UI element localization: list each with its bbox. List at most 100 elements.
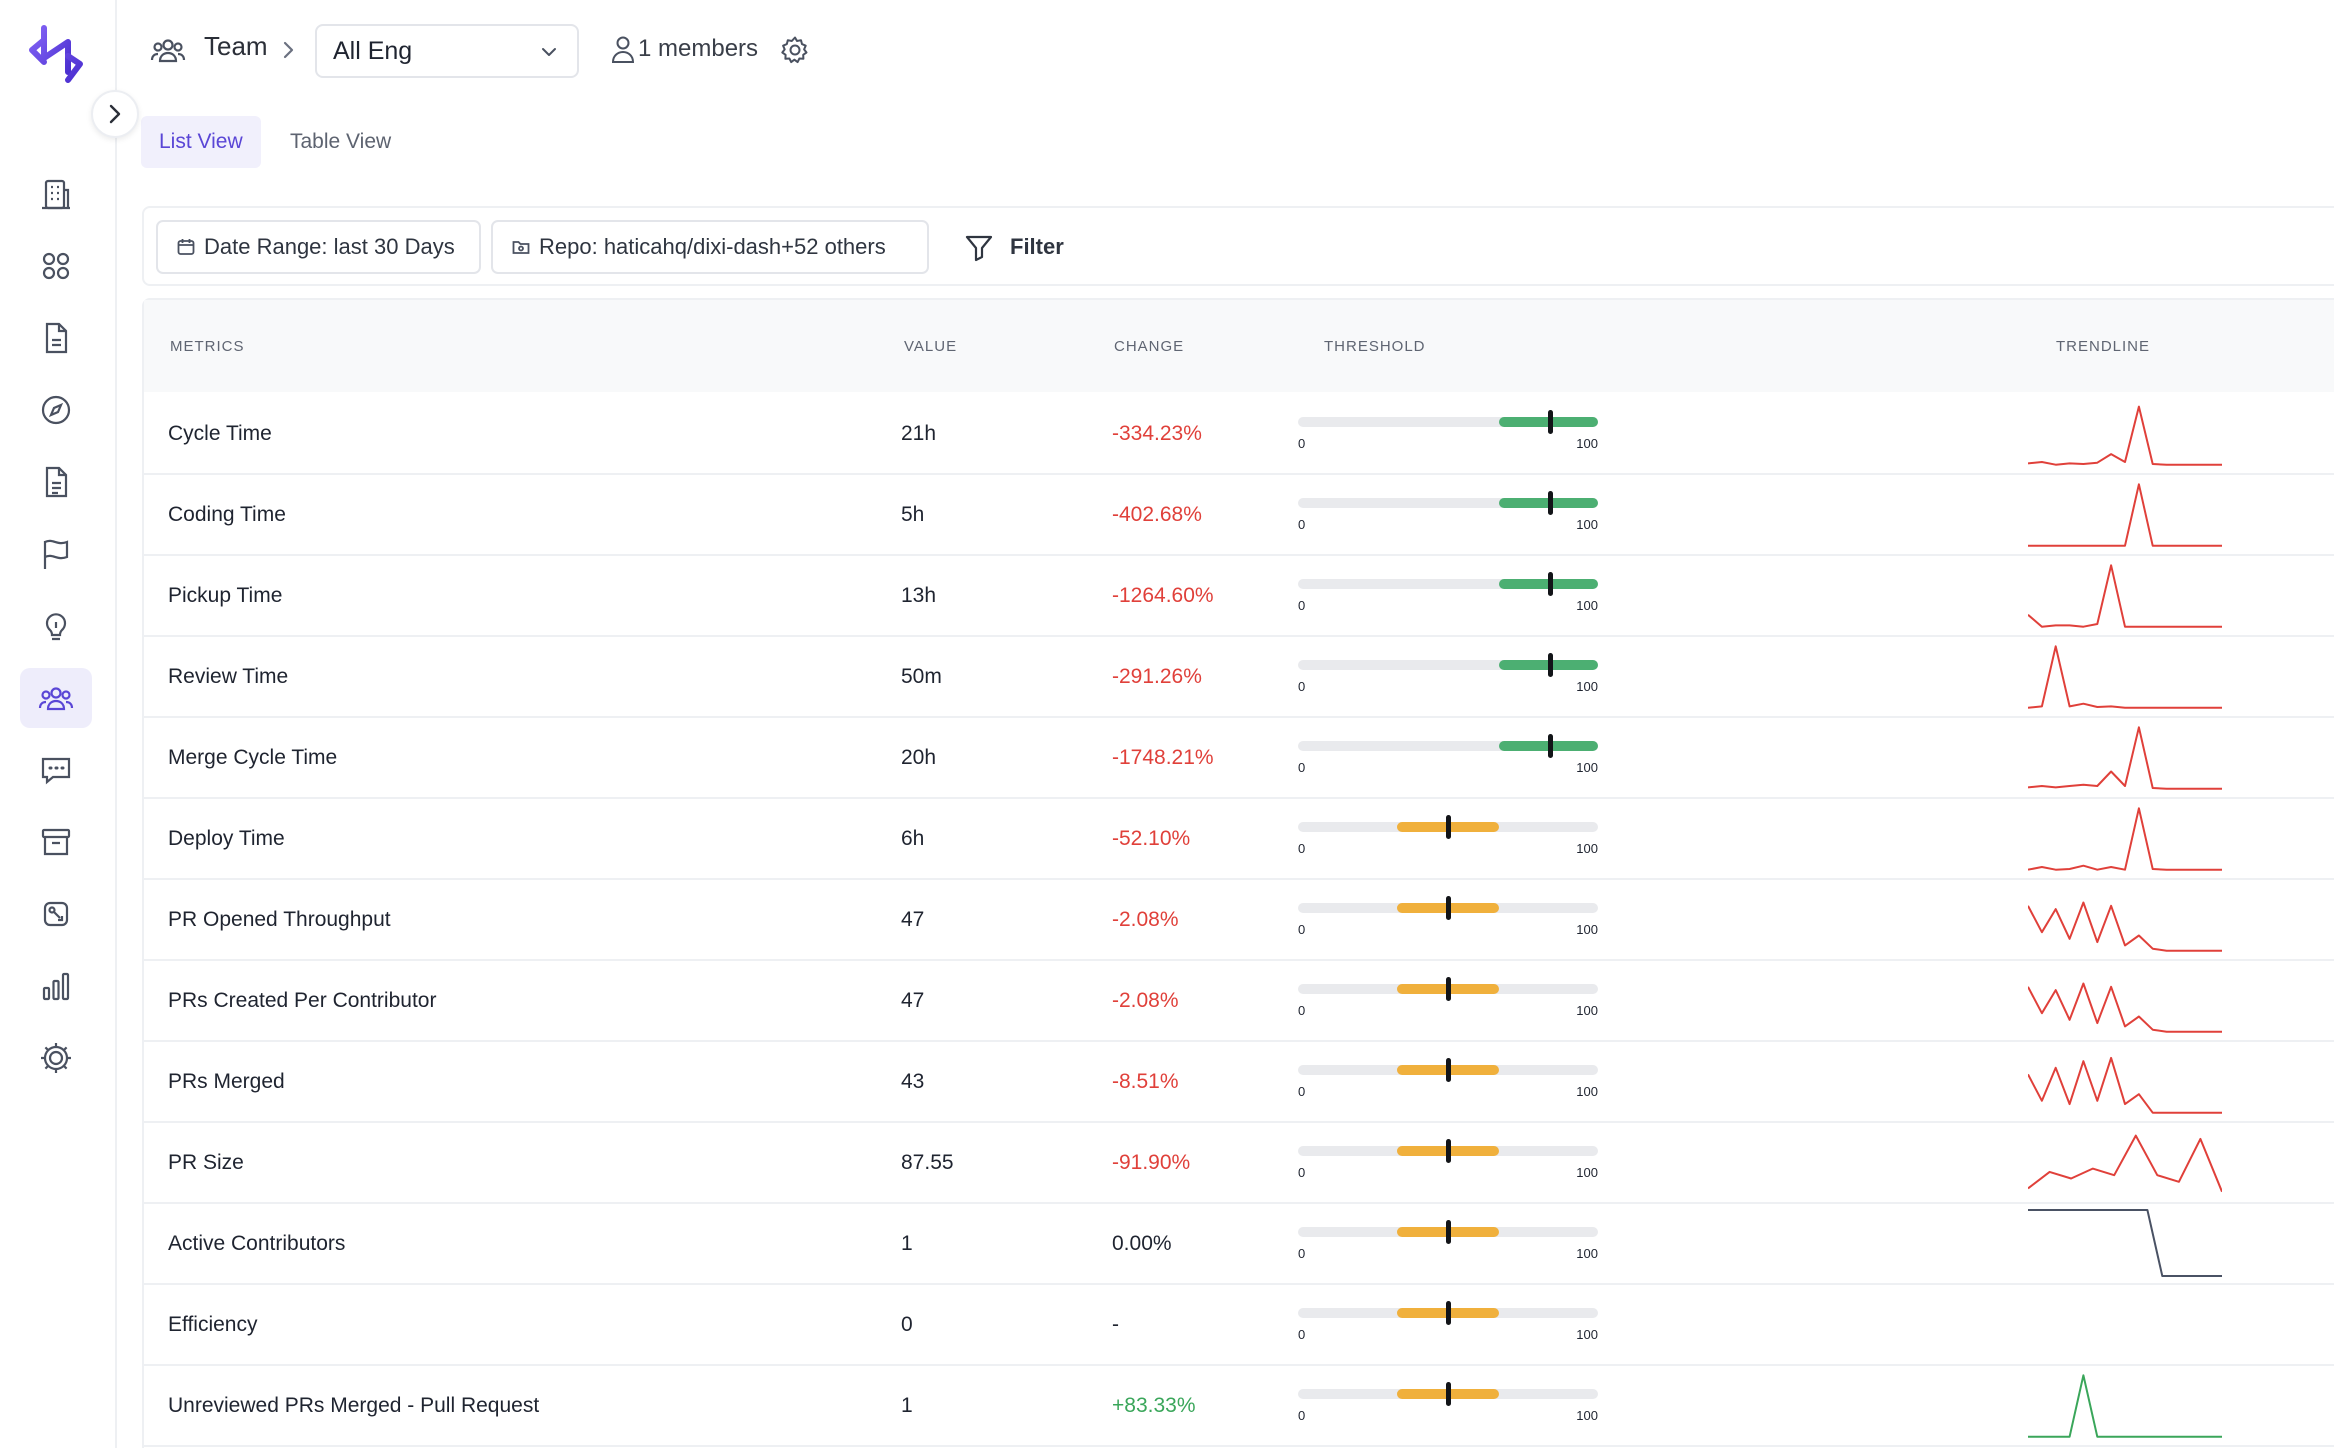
table-row[interactable]: Coding Time 5h -402.68% 0 100: [144, 475, 2334, 556]
threshold-marker[interactable]: [1547, 572, 1553, 596]
threshold-bar[interactable]: 0 100: [1298, 734, 1598, 775]
metric-value: 50m: [901, 665, 942, 688]
trendline-sparkline: [2028, 405, 2222, 466]
trendline-sparkline: [2028, 1134, 2222, 1193]
app-logo[interactable]: [26, 22, 86, 88]
nav-feedback[interactable]: [20, 740, 92, 800]
metric-value: 43: [901, 1070, 925, 1093]
threshold-max-label: 100: [1576, 1003, 1598, 1018]
trendline-sparkline: [2028, 807, 2222, 871]
threshold-marker[interactable]: [1547, 653, 1553, 677]
members-count[interactable]: 1 members: [610, 34, 758, 64]
nav-documents[interactable]: [20, 308, 92, 368]
table-row[interactable]: Cycle Time 21h -334.23% 0 100: [144, 394, 2334, 475]
team-settings-gear-icon[interactable]: [780, 35, 810, 65]
table-row[interactable]: PRs Created Per Contributor 47 -2.08% 0 100: [144, 961, 2334, 1042]
nav-dashboards[interactable]: [20, 236, 92, 296]
nav-settings[interactable]: [20, 1028, 92, 1088]
nav-reports[interactable]: [20, 164, 92, 224]
table-row[interactable]: Review Time 50m -291.26% 0 100: [144, 637, 2334, 718]
metric-name[interactable]: Unreviewed PRs Merged - Pull Request: [168, 1394, 540, 1417]
threshold-bar[interactable]: 0 100: [1298, 491, 1598, 532]
threshold-track: [1298, 579, 1598, 589]
table-row[interactable]: PRs Merged 43 -8.51% 0 100: [144, 1042, 2334, 1123]
nav-teams[interactable]: [20, 668, 92, 728]
metric-name[interactable]: Active Contributors: [168, 1232, 346, 1255]
table-row[interactable]: Merge Cycle Time 20h -1748.21% 0 100: [144, 718, 2334, 799]
table-row[interactable]: Deploy Time 6h -52.10% 0 100: [144, 799, 2334, 880]
threshold-bar[interactable]: 0 100: [1298, 1382, 1598, 1423]
threshold-min-label: 0: [1298, 1165, 1306, 1180]
breadcrumb-team[interactable]: Team: [204, 31, 268, 61]
threshold-marker[interactable]: [1445, 1301, 1451, 1325]
nav-integrations[interactable]: [20, 884, 92, 944]
nav-insights[interactable]: [20, 596, 92, 656]
table-row[interactable]: Pickup Time 13h -1264.60% 0 100: [144, 556, 2334, 637]
table-row[interactable]: Unreviewed PRs Merged - Pull Request 1 +83…: [144, 1366, 2334, 1447]
threshold-marker[interactable]: [1547, 410, 1553, 434]
metric-value: 47: [901, 989, 925, 1012]
metric-name[interactable]: Deploy Time: [168, 827, 285, 850]
threshold-bar[interactable]: 0 100: [1298, 1139, 1598, 1180]
metric-change: +83.33%: [1112, 1394, 1196, 1417]
table-row[interactable]: Efficiency 0 - 0 100: [144, 1285, 2334, 1366]
metric-name[interactable]: Review Time: [168, 665, 289, 688]
threshold-bar[interactable]: 0 100: [1298, 1220, 1598, 1261]
chevron-down-icon: [542, 48, 556, 56]
metric-name[interactable]: PR Opened Throughput: [168, 908, 391, 931]
plugin-icon: [43, 901, 69, 927]
threshold-marker[interactable]: [1547, 491, 1553, 515]
nav-archive[interactable]: [20, 812, 92, 872]
table-row[interactable]: PR Opened Throughput 47 -2.08% 0 100: [144, 880, 2334, 961]
metric-name[interactable]: Efficiency: [168, 1313, 258, 1336]
threshold-marker[interactable]: [1445, 815, 1451, 839]
nav-files[interactable]: [20, 452, 92, 512]
threshold-bar[interactable]: 0 100: [1298, 896, 1598, 937]
threshold-bar[interactable]: 0 100: [1298, 410, 1598, 451]
repo-filter[interactable]: Repo: haticahq/dixi-dash+52 others: [491, 220, 929, 274]
threshold-marker[interactable]: [1445, 977, 1451, 1001]
threshold-max-label: 100: [1576, 841, 1598, 856]
threshold-marker[interactable]: [1445, 896, 1451, 920]
metric-name[interactable]: Cycle Time: [168, 422, 272, 445]
metric-change: -1748.21%: [1112, 746, 1214, 769]
metric-name[interactable]: PRs Merged: [168, 1070, 285, 1093]
threshold-max-label: 100: [1576, 1084, 1598, 1099]
metric-name[interactable]: Pickup Time: [168, 584, 283, 607]
metrics-table: METRICS VALUE CHANGE THRESHOLD TRENDLINE…: [142, 298, 2334, 1448]
threshold-marker[interactable]: [1445, 1139, 1451, 1163]
team-select[interactable]: All Eng: [315, 24, 579, 78]
table-header: METRICS VALUE CHANGE THRESHOLD TRENDLINE: [144, 300, 2334, 392]
threshold-min-label: 0: [1298, 517, 1306, 532]
threshold-bar[interactable]: 0 100: [1298, 572, 1598, 613]
tab-list-view[interactable]: List View: [141, 116, 261, 168]
threshold-marker[interactable]: [1445, 1220, 1451, 1244]
date-range-filter[interactable]: Date Range: last 30 Days: [156, 220, 481, 274]
metric-name[interactable]: PRs Created Per Contributor: [168, 989, 437, 1012]
threshold-bar[interactable]: 0 100: [1298, 815, 1598, 856]
trendline-sparkline: [2028, 726, 2222, 790]
nav-analytics[interactable]: [20, 956, 92, 1016]
nav-goals[interactable]: [20, 524, 92, 584]
threshold-marker[interactable]: [1445, 1382, 1451, 1406]
metric-value: 87.55: [901, 1151, 954, 1174]
threshold-min-label: 0: [1298, 1084, 1306, 1099]
threshold-marker[interactable]: [1445, 1058, 1451, 1082]
trendline-path: [2028, 483, 2222, 547]
nav-explore[interactable]: [20, 380, 92, 440]
threshold-bar[interactable]: 0 100: [1298, 653, 1598, 694]
metric-name[interactable]: Merge Cycle Time: [168, 746, 338, 769]
metric-name[interactable]: Coding Time: [168, 503, 286, 526]
filter-button[interactable]: Filter: [964, 232, 1064, 262]
table-row[interactable]: Active Contributors 1 0.00% 0 100: [144, 1204, 2334, 1285]
sidebar-expand-button[interactable]: [91, 90, 139, 138]
threshold-bar[interactable]: 0 100: [1298, 977, 1598, 1018]
trendline-sparkline: [2028, 901, 2222, 952]
tab-table-view[interactable]: Table View: [290, 130, 392, 153]
metric-value: 47: [901, 908, 925, 931]
threshold-bar[interactable]: 0 100: [1298, 1301, 1598, 1342]
threshold-bar[interactable]: 0 100: [1298, 1058, 1598, 1099]
table-row[interactable]: PR Size 87.55 -91.90% 0 100: [144, 1123, 2334, 1204]
metric-name[interactable]: PR Size: [168, 1151, 244, 1174]
threshold-marker[interactable]: [1547, 734, 1553, 758]
